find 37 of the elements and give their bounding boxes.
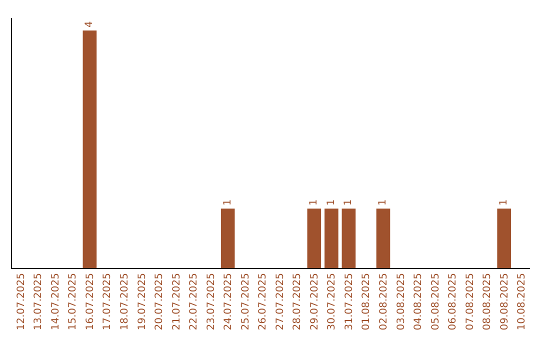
x-tick-label: 24.07.2025 — [223, 273, 234, 330]
data-label: 4 — [84, 21, 96, 28]
x-tick-label: 23.07.2025 — [206, 273, 217, 330]
x-tick-label: 03.08.2025 — [396, 273, 407, 330]
x-tick-label: 22.07.2025 — [188, 273, 200, 330]
x-tick-label: 02.08.2025 — [378, 273, 390, 330]
x-tick-label: 04.08.2025 — [413, 273, 424, 330]
x-tick-label: 28.07.2025 — [292, 273, 304, 330]
x-tick-label: 14.07.2025 — [50, 273, 62, 330]
x-tick-label: 20.07.2025 — [154, 273, 166, 330]
x-tick-label: 10.08.2025 — [516, 273, 528, 330]
x-tick-label: 15.07.2025 — [68, 273, 79, 330]
x-tick-label: 29.07.2025 — [309, 273, 320, 330]
x-tick-label: 08.08.2025 — [482, 273, 494, 330]
x-tick-label: 21.07.2025 — [171, 273, 182, 330]
data-label: 1 — [498, 199, 510, 206]
x-tick-label: 17.07.2025 — [102, 273, 114, 330]
x-tick-label: 30.07.2025 — [326, 273, 338, 330]
x-tick-label: 05.08.2025 — [430, 273, 442, 330]
x-tick-label: 26.07.2025 — [258, 273, 269, 330]
x-tick-label: 31.07.2025 — [344, 273, 355, 330]
data-label: 1 — [308, 199, 320, 206]
x-tick-label: 25.07.2025 — [240, 273, 252, 330]
x-tick-label: 13.07.2025 — [33, 273, 44, 330]
data-label: 1 — [378, 199, 389, 206]
x-tick-label: 18.07.2025 — [119, 273, 130, 330]
data-label: 1 — [222, 199, 234, 206]
x-tick-label: 07.08.2025 — [464, 273, 476, 330]
data-label: 1 — [326, 199, 337, 206]
x-tick-label: 27.07.2025 — [274, 273, 286, 330]
data-label: 1 — [343, 199, 354, 206]
x-tick-label: 01.08.2025 — [361, 273, 372, 330]
x-tick-label: 16.07.2025 — [84, 273, 96, 330]
x-tick-label: 12.07.2025 — [16, 273, 27, 330]
x-tick-label: 09.08.2025 — [499, 273, 510, 330]
x-tick-label: 06.08.2025 — [448, 273, 459, 330]
x-tick-label: 19.07.2025 — [136, 273, 148, 330]
